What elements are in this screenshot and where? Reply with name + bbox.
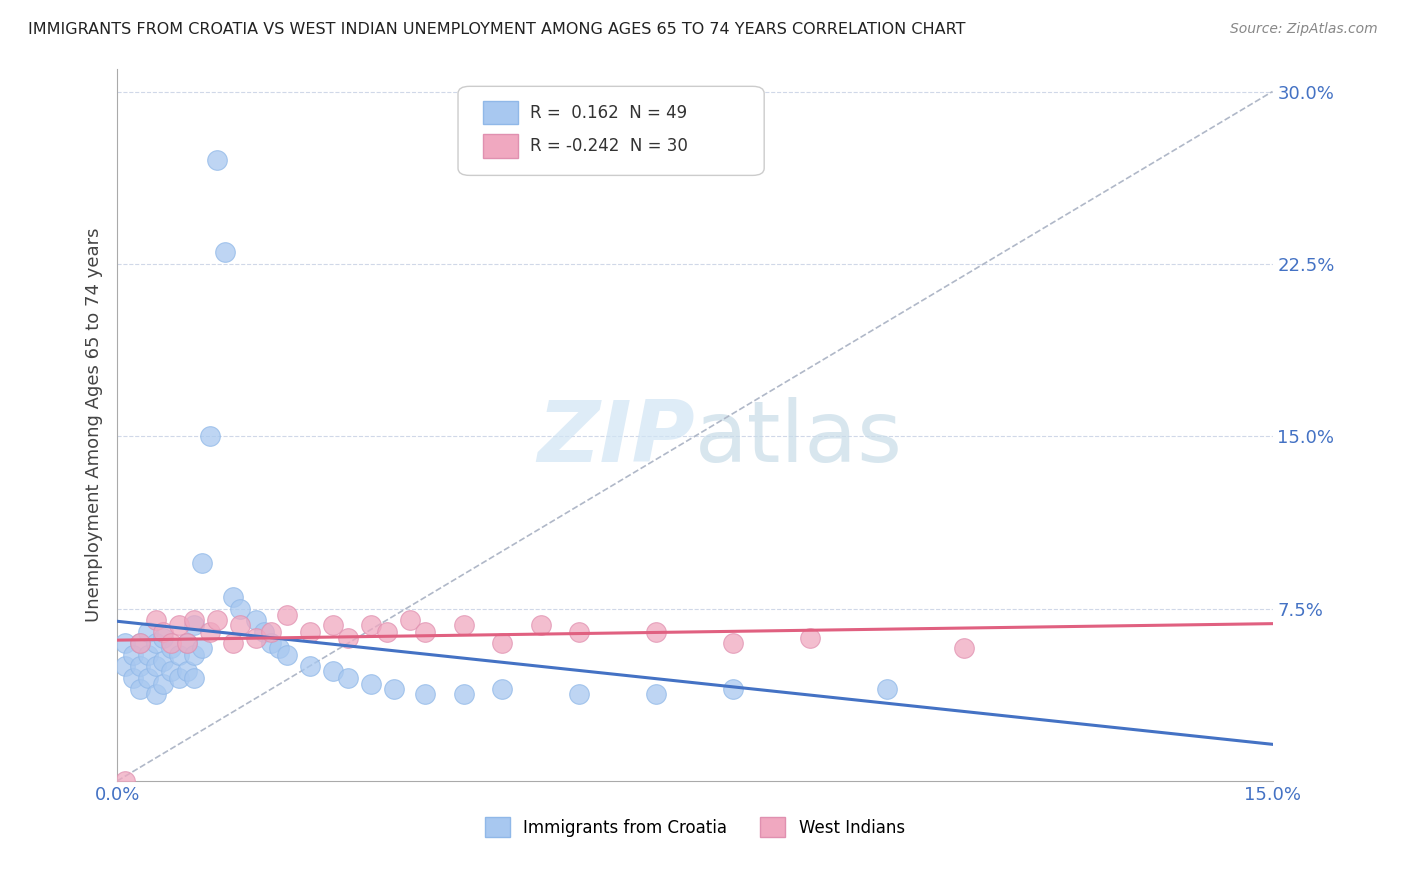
Point bbox=[222, 636, 245, 650]
Point bbox=[453, 617, 475, 632]
Point bbox=[953, 640, 976, 655]
Point bbox=[453, 687, 475, 701]
Point bbox=[723, 636, 745, 650]
Text: R =  0.162  N = 49: R = 0.162 N = 49 bbox=[530, 103, 686, 121]
Bar bbox=[484, 101, 517, 124]
Point bbox=[183, 617, 205, 632]
Point bbox=[229, 601, 252, 615]
Text: IMMIGRANTS FROM CROATIA VS WEST INDIAN UNEMPLOYMENT AMONG AGES 65 TO 74 YEARS CO: IMMIGRANTS FROM CROATIA VS WEST INDIAN U… bbox=[28, 22, 966, 37]
Point bbox=[568, 687, 591, 701]
Legend: Immigrants from Croatia, West Indians: Immigrants from Croatia, West Indians bbox=[478, 810, 911, 844]
Point bbox=[129, 681, 152, 696]
Point bbox=[160, 636, 183, 650]
Point bbox=[136, 671, 159, 685]
Point bbox=[167, 648, 190, 662]
Point bbox=[229, 617, 252, 632]
Text: ZIP: ZIP bbox=[537, 398, 695, 481]
Point bbox=[136, 648, 159, 662]
Point bbox=[191, 640, 214, 655]
Y-axis label: Unemployment Among Ages 65 to 74 years: Unemployment Among Ages 65 to 74 years bbox=[86, 227, 103, 622]
Point bbox=[183, 648, 205, 662]
Point bbox=[160, 664, 183, 678]
Point bbox=[276, 648, 298, 662]
Point bbox=[375, 624, 398, 639]
Point bbox=[876, 681, 898, 696]
Point bbox=[214, 245, 236, 260]
Point bbox=[222, 590, 245, 604]
Point bbox=[360, 617, 382, 632]
Point bbox=[260, 624, 283, 639]
Point bbox=[198, 429, 221, 443]
Point bbox=[530, 617, 553, 632]
Point bbox=[413, 687, 436, 701]
Point bbox=[152, 632, 174, 646]
Point bbox=[121, 648, 143, 662]
Bar bbox=[484, 134, 517, 158]
Point bbox=[723, 681, 745, 696]
Point bbox=[491, 636, 513, 650]
Point bbox=[207, 613, 229, 627]
Point bbox=[176, 636, 198, 650]
Point bbox=[129, 636, 152, 650]
Point bbox=[167, 671, 190, 685]
Point bbox=[121, 671, 143, 685]
Point bbox=[267, 640, 290, 655]
Point bbox=[145, 659, 167, 673]
Point bbox=[114, 774, 136, 789]
Point bbox=[183, 613, 205, 627]
Point bbox=[491, 681, 513, 696]
Point bbox=[322, 664, 344, 678]
Point bbox=[568, 624, 591, 639]
Point bbox=[183, 671, 205, 685]
Point bbox=[799, 632, 821, 646]
Point bbox=[152, 677, 174, 691]
Point bbox=[322, 617, 344, 632]
Point bbox=[145, 613, 167, 627]
Point bbox=[198, 624, 221, 639]
Point bbox=[360, 677, 382, 691]
Point bbox=[167, 617, 190, 632]
Point bbox=[129, 659, 152, 673]
Point bbox=[152, 655, 174, 669]
Point bbox=[337, 671, 360, 685]
FancyBboxPatch shape bbox=[458, 87, 765, 176]
Point bbox=[145, 687, 167, 701]
Point bbox=[260, 636, 283, 650]
Point bbox=[191, 556, 214, 570]
Point bbox=[245, 613, 267, 627]
Point bbox=[337, 632, 360, 646]
Point bbox=[129, 636, 152, 650]
Point bbox=[136, 624, 159, 639]
Text: Source: ZipAtlas.com: Source: ZipAtlas.com bbox=[1230, 22, 1378, 37]
Point bbox=[114, 636, 136, 650]
Point bbox=[152, 624, 174, 639]
Point bbox=[160, 640, 183, 655]
Point bbox=[645, 624, 668, 639]
Point bbox=[252, 624, 274, 639]
Point bbox=[384, 681, 406, 696]
Point bbox=[413, 624, 436, 639]
Point bbox=[298, 659, 321, 673]
Point bbox=[145, 636, 167, 650]
Point bbox=[176, 636, 198, 650]
Point bbox=[114, 659, 136, 673]
Point bbox=[399, 613, 422, 627]
Text: atlas: atlas bbox=[695, 398, 903, 481]
Point bbox=[207, 153, 229, 168]
Point bbox=[645, 687, 668, 701]
Point bbox=[276, 608, 298, 623]
Text: R = -0.242  N = 30: R = -0.242 N = 30 bbox=[530, 137, 688, 155]
Point bbox=[176, 664, 198, 678]
Point bbox=[245, 632, 267, 646]
Point bbox=[298, 624, 321, 639]
